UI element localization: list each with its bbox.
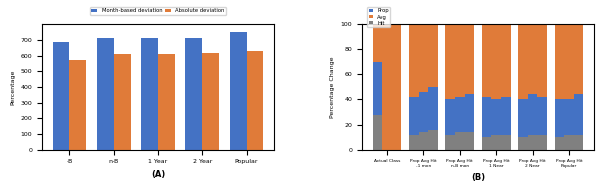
- Bar: [518, 24, 528, 99]
- Bar: [538, 135, 547, 150]
- X-axis label: (B): (B): [471, 174, 485, 183]
- Bar: [518, 137, 528, 150]
- Bar: [538, 97, 547, 135]
- Bar: [528, 94, 538, 135]
- Bar: [455, 24, 464, 97]
- Y-axis label: Percentage Change: Percentage Change: [330, 56, 335, 118]
- Bar: [247, 51, 263, 150]
- Bar: [419, 24, 428, 92]
- Bar: [564, 24, 574, 99]
- Bar: [482, 97, 491, 137]
- Bar: [491, 99, 501, 135]
- Bar: [455, 132, 464, 150]
- Bar: [158, 54, 175, 150]
- Bar: [538, 24, 547, 97]
- Bar: [113, 54, 131, 150]
- Bar: [464, 94, 474, 132]
- Bar: [501, 135, 511, 150]
- Bar: [409, 135, 419, 150]
- Bar: [97, 38, 113, 150]
- Bar: [464, 132, 474, 150]
- Bar: [373, 114, 382, 150]
- Bar: [491, 135, 501, 150]
- Bar: [419, 132, 428, 150]
- Bar: [555, 24, 564, 99]
- Bar: [392, 24, 401, 150]
- Bar: [574, 94, 583, 135]
- Bar: [53, 42, 70, 150]
- Bar: [445, 99, 455, 135]
- Bar: [482, 137, 491, 150]
- Bar: [428, 130, 438, 150]
- Bar: [528, 135, 538, 150]
- Bar: [501, 24, 511, 97]
- Bar: [202, 53, 219, 150]
- Bar: [564, 99, 574, 135]
- Bar: [428, 24, 438, 87]
- X-axis label: (A): (A): [151, 170, 165, 179]
- Bar: [555, 99, 564, 137]
- Bar: [373, 62, 382, 114]
- Bar: [419, 92, 428, 132]
- Bar: [501, 97, 511, 135]
- Bar: [445, 24, 455, 99]
- Bar: [141, 38, 158, 150]
- Bar: [373, 24, 382, 62]
- Bar: [409, 97, 419, 135]
- Bar: [491, 24, 501, 99]
- Bar: [185, 38, 202, 150]
- Bar: [455, 97, 464, 132]
- Bar: [464, 24, 474, 94]
- Bar: [409, 24, 419, 97]
- Bar: [445, 135, 455, 150]
- Legend: Month-based deviation, Absolute deviation: Month-based deviation, Absolute deviatio…: [89, 7, 226, 15]
- Bar: [518, 99, 528, 137]
- Bar: [564, 135, 574, 150]
- Legend: Prop, Avg, Hit: Prop, Avg, Hit: [367, 7, 390, 27]
- Bar: [482, 24, 491, 97]
- Bar: [70, 60, 86, 150]
- Bar: [574, 135, 583, 150]
- Bar: [428, 87, 438, 130]
- Bar: [230, 32, 247, 150]
- Bar: [382, 24, 392, 150]
- Bar: [574, 24, 583, 94]
- Bar: [528, 24, 538, 94]
- Bar: [555, 137, 564, 150]
- Y-axis label: Percentage: Percentage: [10, 69, 15, 105]
